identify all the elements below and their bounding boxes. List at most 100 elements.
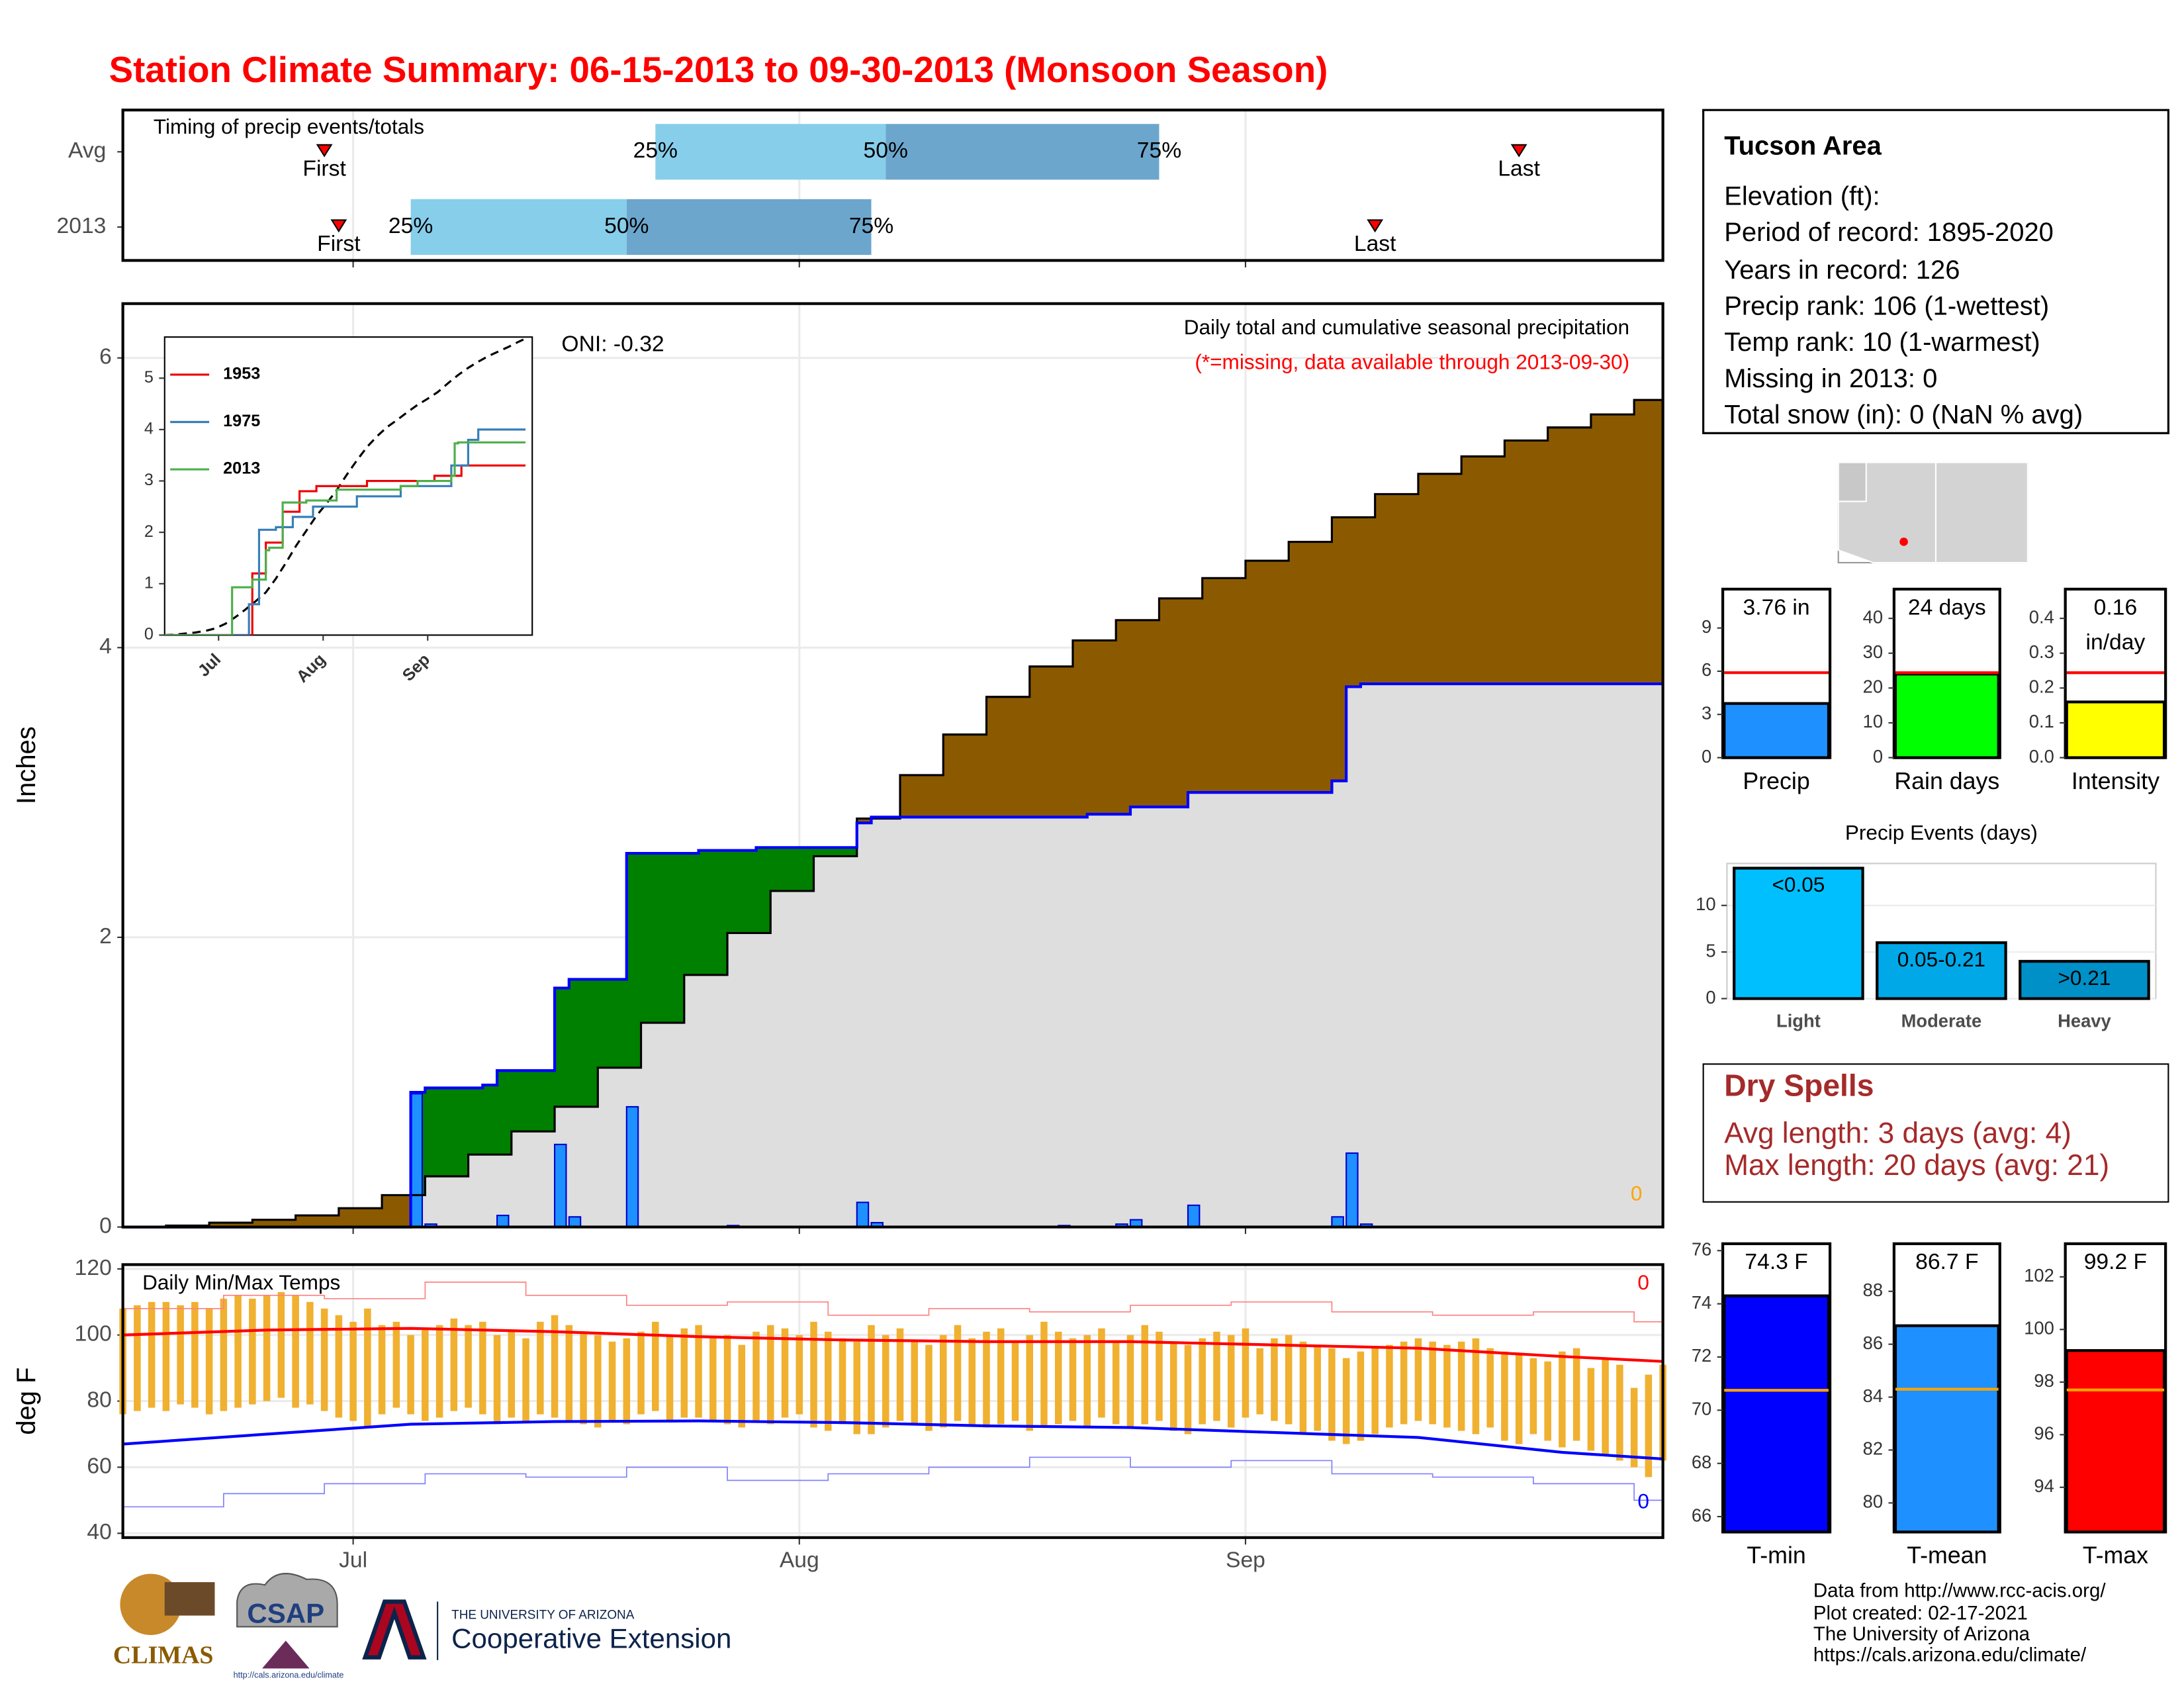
y-tick-label: 3 — [1702, 702, 1711, 723]
temp-range-bar — [1501, 1351, 1508, 1441]
temp-range-bar — [954, 1325, 962, 1421]
temp-range-bar — [1587, 1368, 1595, 1451]
temp-range-bar — [983, 1331, 990, 1428]
temp-range-bar — [1429, 1341, 1436, 1425]
footer-line: Plot created: 02-17-2021 — [1813, 1602, 2028, 1624]
temp-range-bar — [767, 1325, 774, 1425]
temp-range-bar — [1328, 1348, 1336, 1441]
temp-range-bar — [1544, 1361, 1551, 1441]
y-tick-label: 80 — [87, 1387, 111, 1412]
temp-range-bar — [249, 1298, 256, 1405]
temp-range-bar — [1040, 1321, 1048, 1428]
dry-spells-box: Dry Spells Avg length: 3 days (avg: 4) M… — [1702, 1063, 2169, 1203]
temp-range-bar — [594, 1335, 602, 1428]
y-tick-label: 6 — [1702, 659, 1711, 680]
temp-range-bar — [939, 1335, 947, 1428]
x-tick-label: Heavy — [2058, 1011, 2111, 1031]
quartile-label: 75% — [1137, 138, 1181, 163]
temp-range-bar — [1472, 1338, 1480, 1434]
temp-range-bar — [134, 1305, 141, 1411]
daily-precip-bar — [625, 1105, 639, 1228]
climas-emblem — [164, 1582, 215, 1616]
missing-count: 0 — [1631, 1182, 1643, 1205]
season-line — [164, 428, 526, 635]
temp-range-bar — [162, 1301, 170, 1411]
y-tick-label: 96 — [2034, 1423, 2054, 1444]
temp-range-bar — [364, 1308, 371, 1428]
bar — [1723, 702, 1831, 759]
temp-range-bar — [277, 1291, 285, 1398]
temp-range-bar — [435, 1325, 443, 1418]
season-line — [164, 441, 526, 635]
quartile-bar — [655, 124, 886, 180]
y-tick-label: 30 — [1863, 641, 1883, 662]
y-axis-title: deg F — [12, 1367, 41, 1434]
value-label: 0.16 — [2094, 595, 2138, 620]
temp-range-bar — [205, 1308, 213, 1415]
bar-label: >0.21 — [2058, 966, 2111, 990]
bar-label: Intensity — [2071, 768, 2160, 794]
bar-label: T-mean — [1907, 1542, 1987, 1569]
bar — [2065, 700, 2166, 759]
csap-cloud — [236, 1573, 338, 1628]
y-tick-label: 0 — [144, 625, 154, 643]
temp-range-bar — [1529, 1358, 1537, 1434]
temp-range-bar — [1285, 1335, 1293, 1425]
info-line: Period of record: 1895-2020 — [1724, 218, 2054, 247]
average-cumulative-line — [122, 391, 1664, 1229]
quartile-bar — [886, 124, 1160, 180]
map-state — [1837, 461, 1867, 502]
temp-range-bar — [551, 1315, 559, 1418]
y-tick-label: 0.1 — [2029, 711, 2054, 731]
temp-range-bar — [752, 1331, 760, 1421]
y-axis-title: Inches — [12, 726, 41, 804]
value-label: 99.2 F — [2084, 1250, 2147, 1274]
temp-range-bar — [1069, 1338, 1077, 1421]
dry-spells-line: Max length: 20 days (avg: 21) — [1724, 1149, 2109, 1182]
temp-range-bar — [723, 1335, 731, 1425]
temp-range-bar — [608, 1341, 616, 1421]
y-tick-label: 3 — [144, 471, 154, 489]
y-tick-label: 0.2 — [2029, 677, 2054, 697]
chart-subtitle: (*=missing, data available through 2013-… — [1195, 350, 1629, 373]
temp-range-bar — [1227, 1335, 1235, 1428]
y-tick-label: 80 — [1863, 1491, 1883, 1512]
y-tick-label: 40 — [1863, 606, 1883, 627]
y-tick-label: 100 — [2024, 1318, 2054, 1338]
footer-line: https://cals.arizona.edu/climate/ — [1813, 1644, 2087, 1665]
y-tick-label: 2 — [99, 924, 112, 949]
y-tick-label: 4 — [99, 634, 112, 659]
y-tick-label: 2 — [144, 522, 154, 541]
temp-range-bar — [781, 1328, 789, 1418]
base-area — [122, 684, 1663, 1227]
temp-range-bar — [1242, 1328, 1250, 1418]
y-tick-label: 0 — [1702, 746, 1711, 767]
y-tick-label: 5 — [144, 368, 154, 387]
bar-label: Rain days — [1894, 768, 1999, 794]
temp-range-bar — [1630, 1387, 1638, 1468]
y-tick-label: 82 — [1863, 1438, 1883, 1459]
temp-range-bar — [450, 1318, 458, 1411]
logos: CLIMAS CSAP http://cals.arizona.edu/clim… — [113, 1573, 731, 1679]
y-tick-label: 0 — [1706, 987, 1715, 1008]
temp-range-bar — [882, 1335, 889, 1428]
page-title: Station Climate Summary: 06-15-2013 to 0… — [109, 49, 1328, 90]
season-line — [164, 464, 526, 635]
bar — [1723, 1294, 1831, 1534]
bar — [1876, 941, 2007, 1000]
footer-line: The University of Arizona — [1813, 1623, 2030, 1645]
value-label: 3.76 in — [1743, 595, 1810, 620]
map-state — [1934, 461, 2028, 564]
quartile-bar — [626, 199, 872, 256]
temp-range-bar — [709, 1338, 717, 1421]
plot-frame — [121, 1263, 1664, 1539]
dry-spells-line: Avg length: 3 days (avg: 4) — [1724, 1117, 2071, 1149]
temp-range-bar — [968, 1338, 976, 1425]
y-tick-label: 74 — [1692, 1292, 1711, 1313]
temp-range-bar — [522, 1338, 529, 1421]
temp-range-bar — [565, 1325, 573, 1421]
event-marker — [1510, 144, 1527, 158]
station-dot — [1899, 538, 1908, 546]
